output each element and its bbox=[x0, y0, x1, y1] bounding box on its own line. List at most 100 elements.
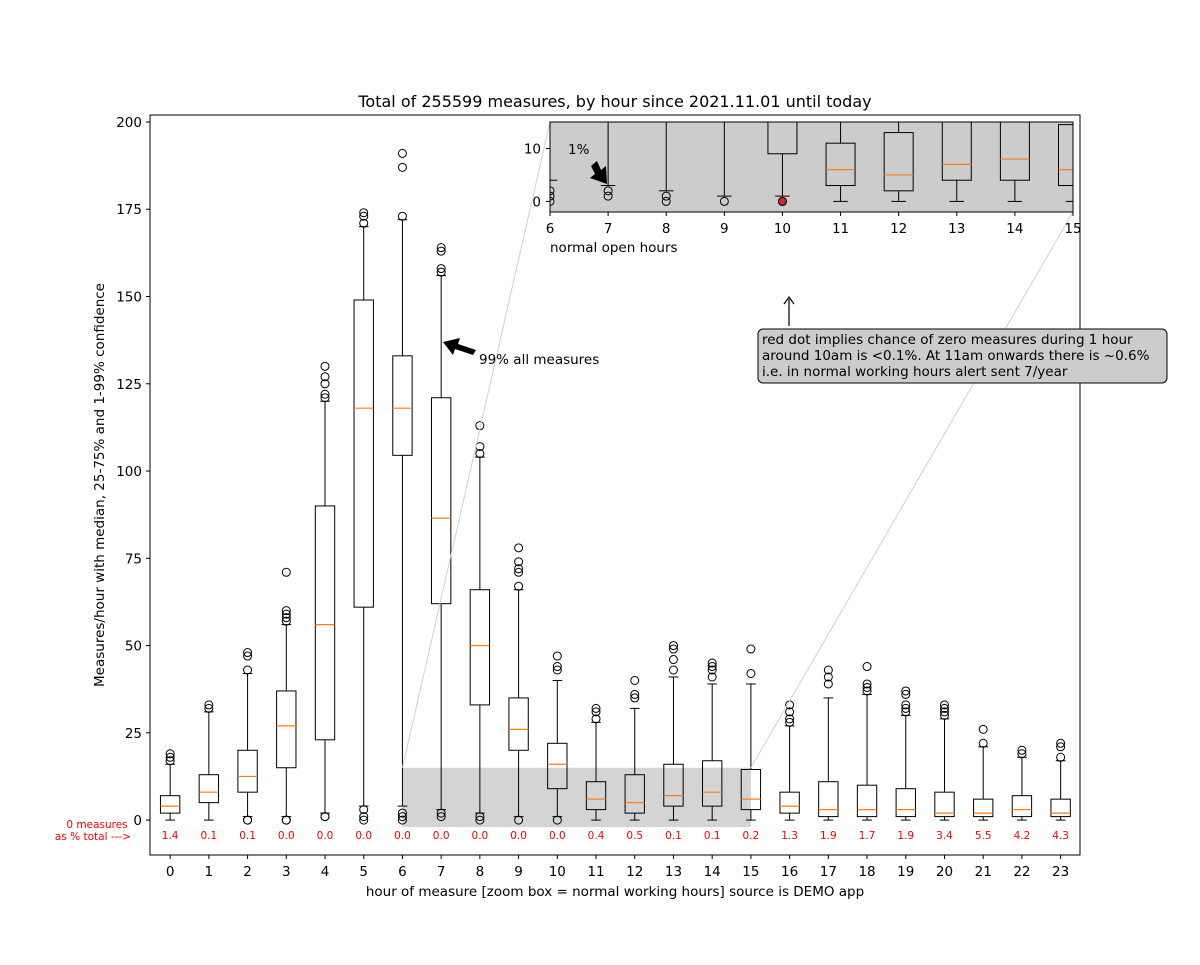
flier-point bbox=[320, 389, 330, 399]
box-8 bbox=[469, 421, 491, 825]
flier-point bbox=[591, 707, 601, 717]
flier-point bbox=[243, 815, 253, 825]
x-tick-label: 18 bbox=[858, 864, 875, 880]
flier-point bbox=[552, 651, 562, 661]
inset-box-6 bbox=[550, 122, 558, 206]
y-tick-label: 175 bbox=[116, 202, 142, 218]
x-tick-label: 17 bbox=[820, 864, 837, 880]
flier-point bbox=[359, 815, 369, 825]
box-iqr bbox=[392, 355, 413, 456]
flier-point bbox=[1056, 738, 1066, 748]
inset-box-iqr bbox=[710, 16, 739, 95]
flier-point bbox=[707, 658, 717, 668]
zero-pct-caption: 0 measures as % total ---> bbox=[55, 819, 131, 843]
flier-point bbox=[552, 815, 562, 825]
x-tick-label: 13 bbox=[665, 864, 682, 880]
flier-point bbox=[320, 361, 330, 371]
flier-point bbox=[707, 662, 717, 672]
flier-point bbox=[1056, 752, 1066, 762]
box-iqr bbox=[469, 589, 491, 706]
inset-x-tick-label: 11 bbox=[832, 221, 849, 237]
flier-point bbox=[746, 644, 756, 654]
x-tick-label: 0 bbox=[166, 864, 175, 880]
zero-pct-value: 0.1 bbox=[665, 830, 682, 842]
x-tick-label: 4 bbox=[321, 864, 330, 880]
zero-pct-value: 0.0 bbox=[549, 830, 566, 842]
box-iqr bbox=[1050, 798, 1071, 818]
x-tick-label: 16 bbox=[781, 864, 798, 880]
inset-x-axis-label: normal open hours bbox=[550, 240, 678, 256]
inset-flier-point bbox=[603, 191, 613, 201]
zero-pct-value: 0.4 bbox=[588, 830, 605, 842]
flier-point bbox=[514, 557, 524, 567]
zero-pct-value: 1.9 bbox=[820, 830, 837, 842]
zero-pct-value: 0.2 bbox=[743, 830, 760, 842]
flier-point bbox=[901, 689, 911, 699]
zero-pct-value: 0.1 bbox=[200, 830, 217, 842]
zero-pct-value: 0.1 bbox=[239, 830, 256, 842]
box-23 bbox=[1050, 738, 1071, 821]
x-axis-label: hour of measure [zoom box = normal worki… bbox=[366, 884, 864, 900]
inset-x-tick-label: 15 bbox=[1064, 221, 1081, 237]
inset-box-iqr bbox=[1058, 124, 1073, 187]
flier-point bbox=[243, 665, 253, 675]
x-tick-label: 21 bbox=[975, 864, 992, 880]
flier-point bbox=[320, 379, 330, 389]
flier-point bbox=[397, 815, 407, 825]
inset-flier-point bbox=[488, 182, 496, 190]
zero-pct-value: 0.5 bbox=[626, 830, 643, 842]
flier-point bbox=[630, 689, 640, 699]
flier-point bbox=[862, 662, 872, 672]
box-15 bbox=[740, 644, 762, 821]
box-iqr bbox=[895, 788, 916, 818]
inset-box-iqr bbox=[883, 132, 914, 192]
plot-frame bbox=[149, 114, 1081, 856]
inset-box-14 bbox=[999, 122, 1030, 202]
zoom-connector-right bbox=[750, 211, 1074, 768]
flier-point bbox=[281, 606, 291, 616]
flier-point bbox=[901, 703, 911, 713]
flier-point bbox=[281, 815, 291, 825]
flier-point bbox=[668, 644, 678, 654]
box-17 bbox=[818, 665, 839, 821]
flier-point bbox=[359, 218, 369, 228]
flier-point bbox=[939, 707, 949, 717]
inset-x-tick-label: 6 bbox=[546, 221, 555, 237]
zero-pct-value: 0.1 bbox=[704, 830, 721, 842]
flier-point bbox=[707, 665, 717, 675]
flier-point bbox=[552, 662, 562, 672]
inset-box-iqr bbox=[825, 142, 856, 187]
zero-pct-value: 0.0 bbox=[510, 830, 527, 842]
box-iqr bbox=[159, 795, 181, 814]
zero-pct-value: 5.5 bbox=[975, 830, 992, 842]
flier-point bbox=[746, 668, 756, 678]
box-iqr bbox=[353, 299, 374, 608]
flier-point bbox=[514, 543, 524, 553]
flier-point bbox=[901, 686, 911, 696]
box-4 bbox=[314, 361, 336, 822]
flier-point bbox=[1056, 742, 1066, 752]
x-tick-label: 7 bbox=[437, 864, 446, 880]
y-tick-label: 75 bbox=[125, 551, 142, 567]
y-tick-label: 125 bbox=[116, 377, 142, 393]
flier-point bbox=[707, 672, 717, 682]
x-tick-label: 15 bbox=[742, 864, 759, 880]
inset-x-tick-label: 10 bbox=[774, 221, 791, 237]
inset-x-tick-label: 7 bbox=[604, 221, 613, 237]
box-3 bbox=[276, 567, 297, 825]
box-iqr bbox=[702, 760, 723, 807]
box-iqr bbox=[624, 774, 645, 814]
zero-pct-value: 1.3 bbox=[781, 830, 798, 842]
x-tick-label: 6 bbox=[398, 864, 407, 880]
box-iqr bbox=[856, 784, 878, 818]
zero-pct-value: 0.0 bbox=[355, 830, 372, 842]
x-tick-label: 8 bbox=[476, 864, 485, 880]
box-iqr bbox=[818, 781, 839, 818]
x-tick-label: 12 bbox=[626, 864, 643, 880]
zero-pct-value: 1.9 bbox=[897, 830, 914, 842]
zero-pct-value: 4.2 bbox=[1014, 830, 1031, 842]
box-iqr bbox=[430, 397, 452, 605]
inset-flier-point bbox=[550, 196, 555, 206]
